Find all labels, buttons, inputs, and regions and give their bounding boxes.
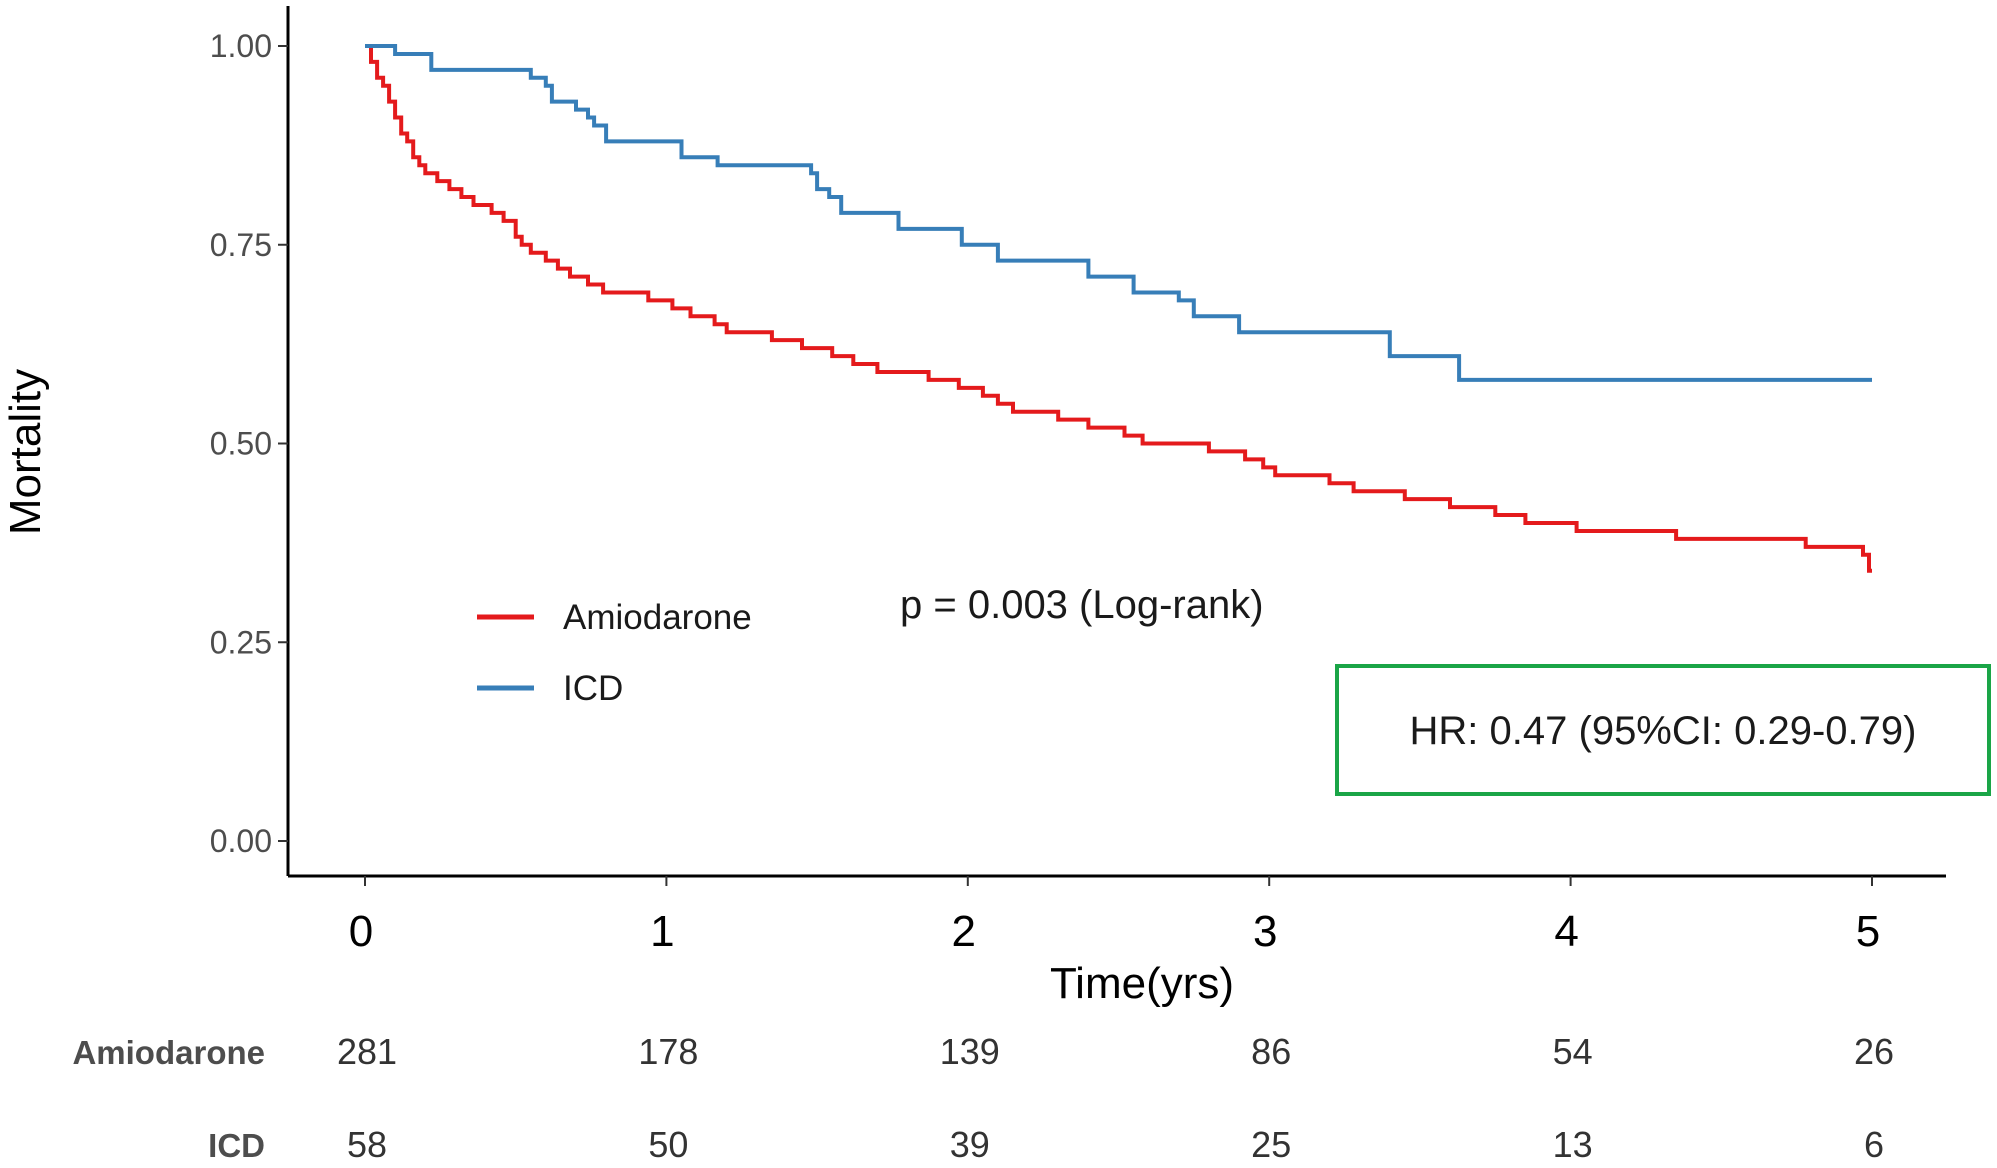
risk-table-value: 281 [337,1031,397,1072]
risk-table-value: 86 [1251,1031,1291,1072]
risk-table-label-icd: ICD [208,1127,265,1164]
risk-table-value: 139 [940,1031,1000,1072]
y-tick-label: 0.50 [210,426,272,462]
survival-curves [365,44,1872,573]
risk-table-label-amiodarone: Amiodarone [72,1034,265,1071]
risk-table-value: 25 [1251,1124,1291,1165]
y-tick-label: 1.00 [210,28,272,64]
risk-table-value: 26 [1854,1031,1894,1072]
x-tick-label: 2 [952,907,976,956]
hazard-ratio-annotation: HR: 0.47 (95%CI: 0.29-0.79) [1410,709,1917,753]
risk-table-value: 50 [648,1124,688,1165]
x-axis-title: Time(yrs) [1050,959,1234,1008]
legend-label-amiodarone: Amiodarone [563,598,752,637]
y-tick-label: 0.25 [210,624,272,660]
y-tick-label: 0.00 [210,823,272,859]
risk-table-value: 54 [1553,1031,1593,1072]
y-tick-label: 0.75 [210,227,272,263]
curve-amiodarone [365,44,1872,573]
y-axis: 0.00 0.25 0.50 0.75 1.00 [210,6,290,876]
risk-table-value: 178 [638,1031,698,1072]
x-tick-label: 1 [650,907,674,956]
legend-label-icd: ICD [563,669,623,708]
risk-table-value: 6 [1864,1124,1884,1165]
risk-table-value: 13 [1553,1124,1593,1165]
curve-icd [365,44,1872,382]
risk-table-value: 39 [950,1124,990,1165]
x-tick-label: 5 [1856,907,1880,956]
risk-table-value: 58 [347,1124,387,1165]
x-axis: 0 1 2 3 4 5 [288,874,1946,956]
y-axis-title: Mortality [1,369,50,535]
number-at-risk-table: Amiodarone 281 178 139 86 54 26 ICD 58 50 39 25 13 6 [72,1031,1894,1165]
p-value-annotation: p = 0.003 (Log-rank) [900,583,1264,627]
x-tick-label: 0 [349,907,373,956]
x-tick-label: 3 [1253,907,1277,956]
legend: Amiodarone ICD [477,598,752,708]
x-tick-label: 4 [1554,907,1578,956]
hazard-ratio-box [1335,664,1991,796]
